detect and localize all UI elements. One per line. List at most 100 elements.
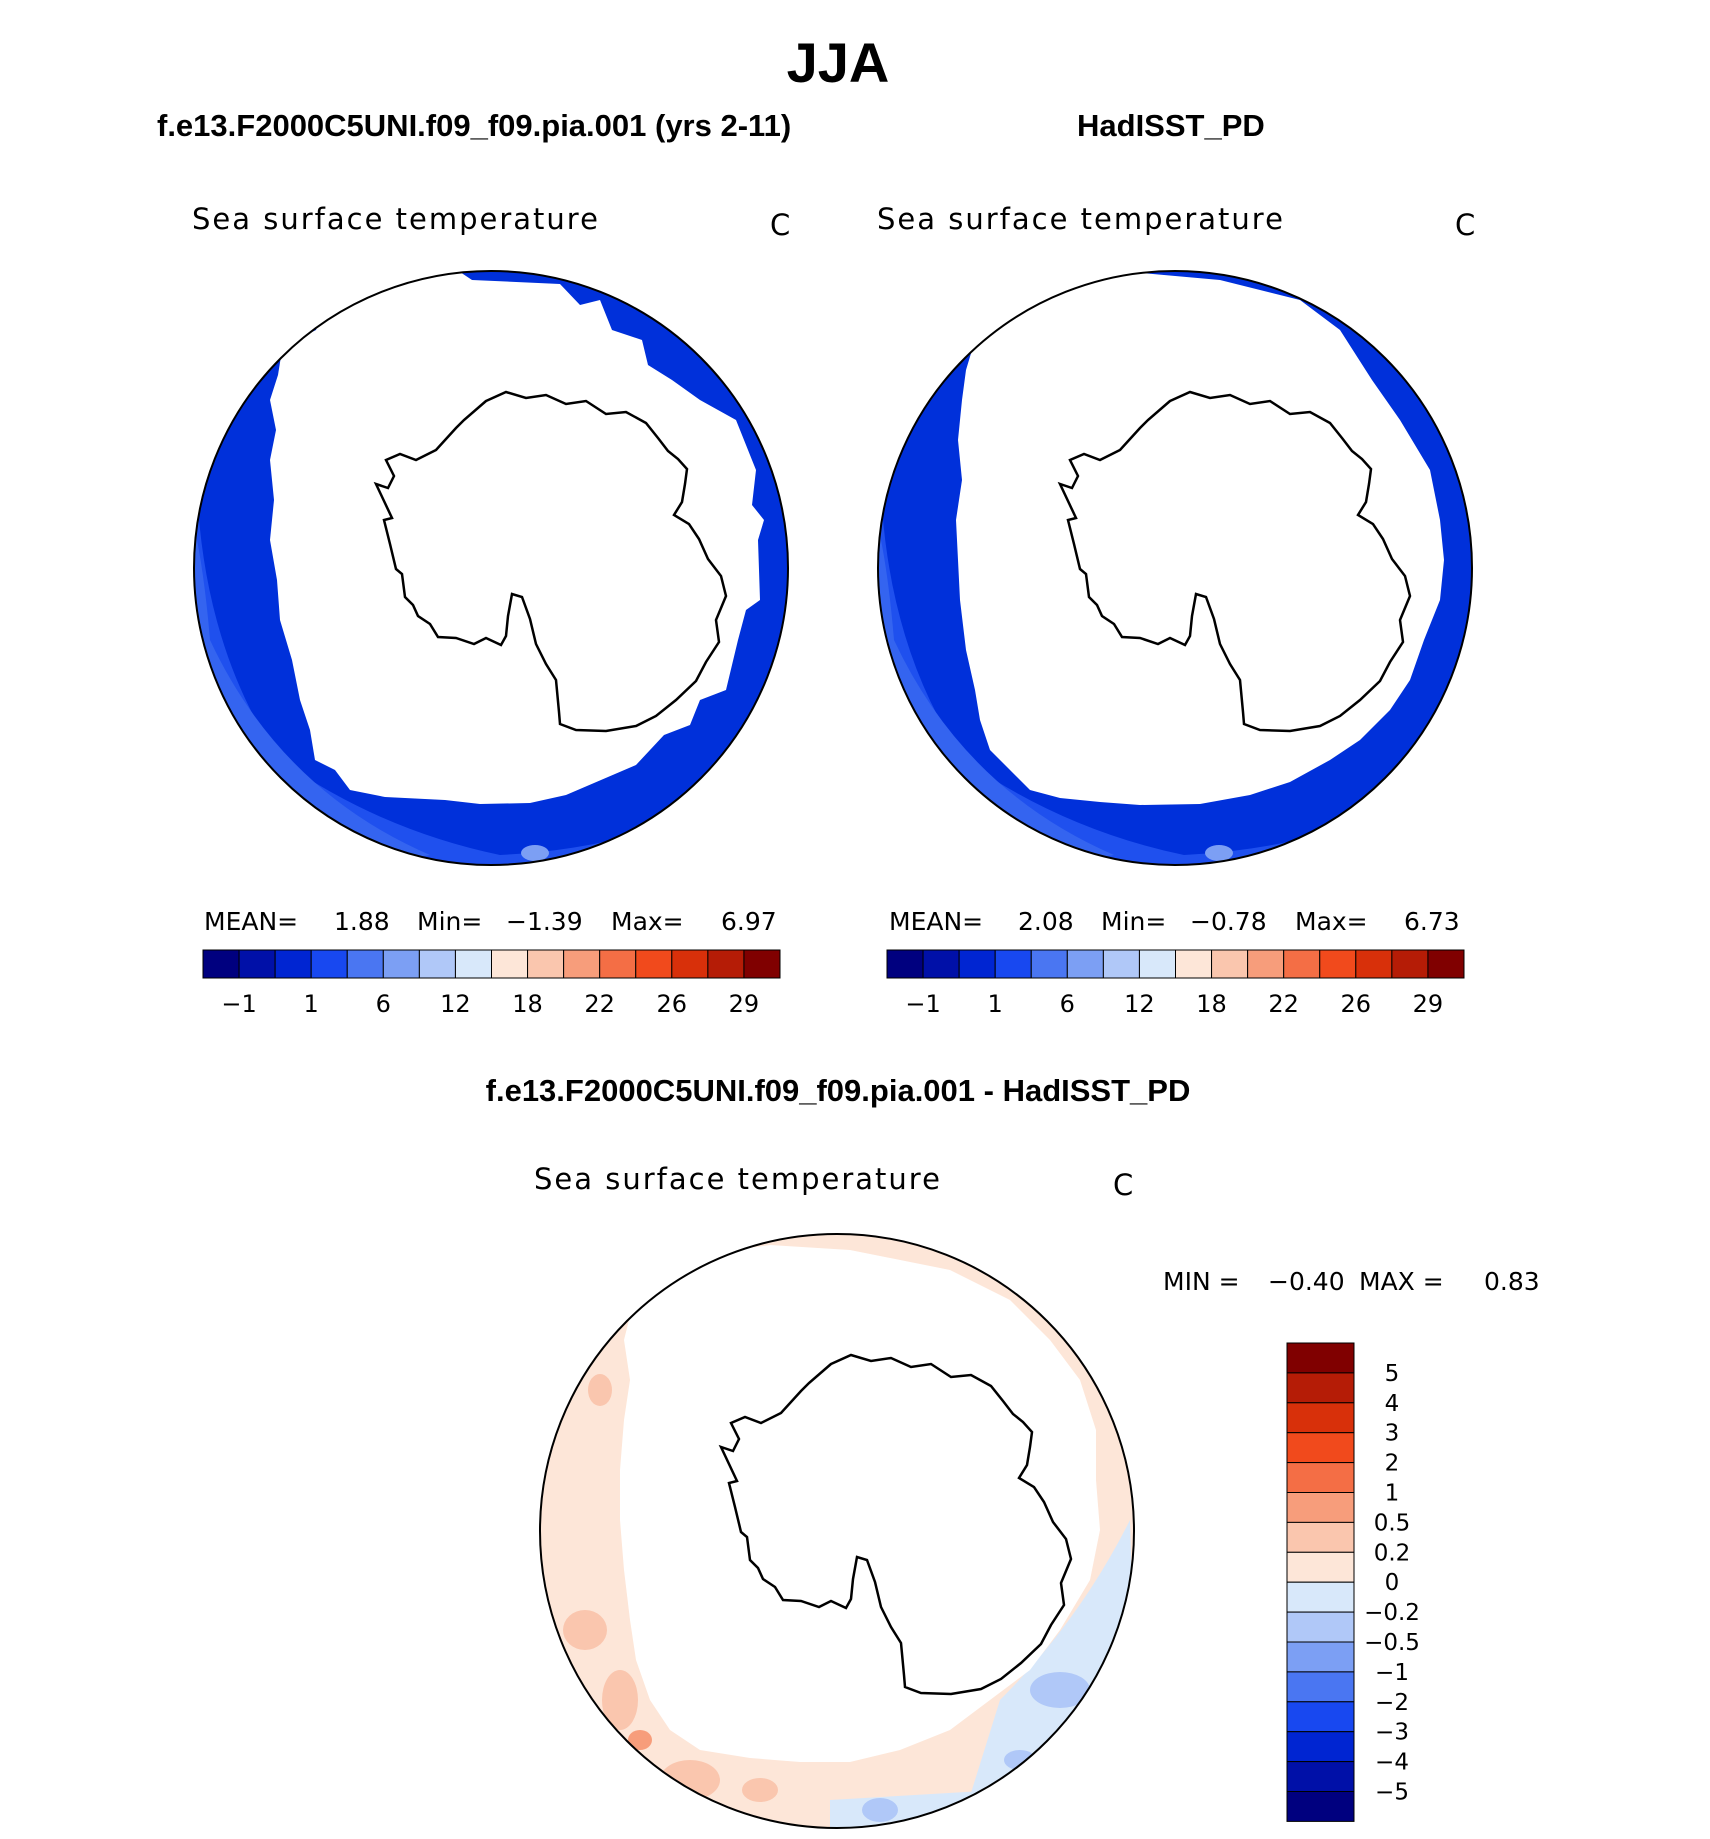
colorbar-box [958, 949, 996, 979]
colorbar-box [1355, 949, 1393, 979]
colorbar-box [1427, 949, 1465, 979]
colorbar-box [418, 949, 456, 979]
colorbar-box [707, 949, 745, 979]
colorbar-tick-label: 18 [512, 990, 543, 1018]
colorbar-box [527, 949, 565, 979]
colorbar-box [1286, 1342, 1355, 1374]
colorbar-box [491, 949, 529, 979]
colorbar-tick-label: −1 [221, 990, 256, 1018]
colorbar-tick-label: 0.2 [1374, 1540, 1411, 1566]
panel-variable-label-model: Sea surface temperature [192, 202, 600, 236]
colorbar-box [599, 949, 637, 979]
colorbar-box [1286, 1402, 1355, 1434]
colorbar-box [1286, 1701, 1355, 1733]
colorbar-box [1286, 1761, 1355, 1792]
colorbar-tick-label: −0.2 [1364, 1600, 1420, 1626]
stat-mean-value-obs: 2.08 [1018, 907, 1074, 936]
stat-max-label-obs: Max= [1295, 907, 1368, 936]
stat-max-label-model: Max= [611, 907, 684, 936]
colorbar-box [886, 949, 924, 979]
colorbar-box [1286, 1432, 1355, 1464]
colorbar-box [1391, 949, 1429, 979]
colorbar-box [1211, 949, 1249, 979]
stat-min-value-difference: −0.40 [1268, 1267, 1345, 1296]
colorbar-box [1102, 949, 1140, 979]
stat-mean-label-model: MEAN= [204, 907, 299, 936]
colorbar-box [382, 949, 420, 979]
colorbar-tick-label: −4 [1375, 1750, 1409, 1776]
colorbar-tick-label: 12 [440, 990, 471, 1018]
colorbar-box [202, 949, 240, 979]
colorbar-box [454, 949, 492, 979]
colorbar-box [1286, 1492, 1355, 1523]
stat-min-label-difference: MIN = [1163, 1267, 1240, 1296]
colorbar-tick-label: 29 [1413, 990, 1444, 1018]
colorbar-tick-label: −1 [1375, 1660, 1409, 1686]
stat-min-label-obs: Min= [1101, 907, 1167, 936]
colorbar-tick-label: 22 [584, 990, 615, 1018]
colorbar-tick-label: 22 [1268, 990, 1299, 1018]
stat-min-value-obs: −0.78 [1190, 907, 1267, 936]
map-panel-model [193, 270, 789, 866]
colorbar-box [1066, 949, 1104, 979]
panel-variable-label-difference: Sea surface temperature [534, 1162, 942, 1196]
colorbar-tick-label: 3 [1385, 1421, 1400, 1447]
colorbar-box [994, 949, 1032, 979]
colorbar-box [1175, 949, 1213, 979]
colorbar-tick-label: −0.5 [1364, 1630, 1420, 1656]
colorbar-box [743, 949, 781, 979]
panel-variable-label-obs: Sea surface temperature [877, 202, 1285, 236]
colorbar-obs: −1 1 6 12 18 22 26 29 [886, 949, 1465, 1018]
colorbar-tick-label: 2 [1385, 1451, 1400, 1477]
stat-mean-value-model: 1.88 [334, 907, 390, 936]
colorbar-box [310, 949, 348, 979]
panel-units-label-model: C [770, 208, 791, 242]
colorbar-tick-label: 1 [304, 990, 319, 1018]
colorbar-tick-label: −3 [1375, 1720, 1409, 1746]
colorbar-box [1286, 1611, 1355, 1643]
colorbar-tick-label: 4 [1385, 1391, 1400, 1417]
map-panel-obs [877, 270, 1473, 866]
colorbar-box [346, 949, 384, 979]
colorbar-box [1286, 1731, 1355, 1763]
panel-title-obs: HadISST_PD [1077, 108, 1265, 143]
panel-title-model: f.e13.F2000C5UNI.f09_f09.pia.001 (yrs 2-… [157, 108, 792, 143]
colorbar-tick-label: −1 [905, 990, 940, 1018]
stat-max-value-difference: 0.83 [1484, 1267, 1540, 1296]
colorbar-box [1030, 949, 1068, 979]
map-panel-difference [539, 1233, 1135, 1829]
colorbar-tick-label: 29 [729, 990, 760, 1018]
colorbar-tick-label: 6 [376, 990, 391, 1018]
colorbar-box [671, 949, 709, 979]
colorbar-box [1286, 1581, 1355, 1613]
colorbar-box [1319, 949, 1357, 979]
stat-min-label-model: Min= [417, 907, 483, 936]
colorbar-box [1286, 1462, 1355, 1493]
panel-units-label-difference: C [1113, 1168, 1134, 1202]
colorbar-tick-label: −2 [1375, 1690, 1409, 1716]
figure-title: JJA [786, 31, 890, 94]
colorbar-box [1286, 1671, 1355, 1703]
colorbar-tick-label: 6 [1060, 990, 1075, 1018]
stat-mean-label-obs: MEAN= [889, 907, 984, 936]
colorbar-tick-label: 12 [1124, 990, 1155, 1018]
colorbar-box [274, 949, 312, 979]
stat-min-value-model: −1.39 [506, 907, 583, 936]
colorbar-tick-label: 26 [657, 990, 688, 1018]
colorbar-box [1247, 949, 1285, 979]
panel-units-label-obs: C [1455, 208, 1476, 242]
stat-max-value-model: 6.97 [721, 907, 777, 936]
colorbar-box [922, 949, 960, 979]
colorbar-tick-label: −5 [1375, 1780, 1409, 1806]
colorbar-box [1286, 1641, 1355, 1673]
stat-max-value-obs: 6.73 [1404, 907, 1460, 936]
colorbar-tick-label: 5 [1385, 1361, 1400, 1387]
colorbar-tick-label: 18 [1196, 990, 1227, 1018]
colorbar-box [1286, 1372, 1355, 1404]
colorbar-model: −1 1 6 12 18 22 26 29 [202, 949, 781, 1018]
colorbar-difference: 5 4 3 2 1 0.5 0.2 0 −0.2 −0.5 −1 −2 −3 −4 −5 [1286, 1342, 1420, 1822]
colorbar-tick-label: 0 [1385, 1570, 1400, 1596]
colorbar-tick-label: 1 [988, 990, 1003, 1018]
colorbar-box [1286, 1791, 1355, 1822]
colorbar-tick-label: 26 [1341, 990, 1372, 1018]
